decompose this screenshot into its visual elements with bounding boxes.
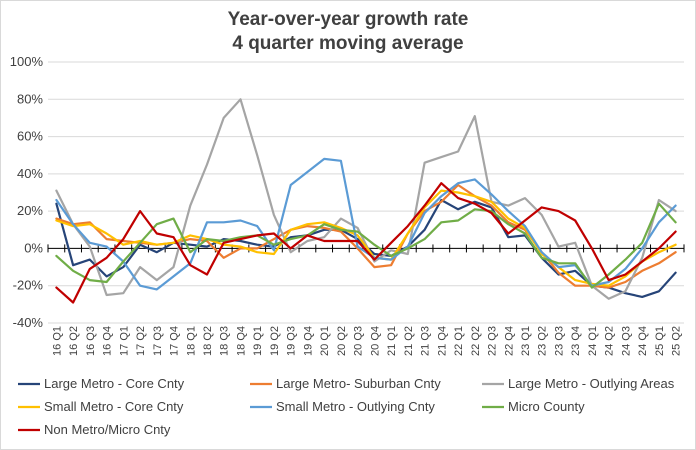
x-tick-label: 19 Q4: [302, 326, 314, 356]
x-tick-label: 20 Q2: [336, 326, 348, 356]
x-tick-label: 19 Q2: [269, 326, 281, 356]
x-tick-label: 18 Q2: [202, 326, 214, 356]
chart-title: Year-over-year growth rate: [228, 9, 469, 30]
x-tick-label: 21 Q2: [403, 326, 415, 356]
series-lines: [55, 98, 677, 304]
x-tick-label: 16 Q1: [51, 326, 63, 356]
legend-label: Micro County: [508, 399, 585, 414]
chart-subtitle: 4 quarter moving average: [232, 33, 463, 54]
x-tick-label: 17 Q3: [152, 326, 164, 356]
x-tick-label: 21 Q4: [436, 326, 448, 356]
x-tick-label: 16 Q4: [102, 326, 114, 356]
x-tick-label: 25 Q2: [671, 326, 683, 356]
legend-label: Large Metro- Suburban Cnty: [276, 376, 441, 391]
legend-label: Small Metro - Core Cnty: [44, 399, 184, 414]
x-tick-label: 23 Q4: [570, 326, 582, 356]
x-tick-label: 21 Q3: [420, 326, 432, 356]
x-tick-label: 18 Q3: [219, 326, 231, 356]
legend-label: Non Metro/Micro Cnty: [44, 422, 171, 437]
x-tick-label: 21 Q1: [386, 326, 398, 356]
x-tick-label: 18 Q4: [235, 326, 247, 356]
x-tick-label: 24 Q3: [620, 326, 632, 356]
y-tick-label: 0%: [24, 240, 43, 255]
y-tick-label: -40%: [13, 315, 44, 330]
x-tick-label: 22 Q1: [453, 326, 465, 356]
x-tick-label: 25 Q1: [654, 326, 666, 356]
series-line-3: [55, 98, 677, 300]
x-tick-label: 22 Q3: [487, 326, 499, 356]
legend: Large Metro - Core Cnty Large Metro- Subu…: [18, 376, 675, 437]
x-tick-label: 24 Q4: [637, 326, 649, 356]
series-line-4: [55, 189, 677, 287]
y-axis-ticks: 100% 80% 60% 40% 20% 0% -20% -40%: [10, 54, 44, 330]
x-tick-label: 16 Q3: [85, 326, 97, 356]
x-tick-label: 23 Q3: [553, 326, 565, 356]
x-axis-ticks: 16 Q1 16 Q2 16 Q3 16 Q4 17 Q1 17 Q2 17 Q3 17 Q4…: [51, 326, 682, 356]
x-tick-label: 23 Q1: [520, 326, 532, 356]
x-tick-label: 17 Q2: [135, 326, 147, 356]
legend-label: Small Metro - Outlying Cnty: [276, 399, 435, 414]
y-tick-label: 60%: [17, 129, 43, 144]
y-tick-label: 100%: [10, 54, 44, 69]
x-tick-label: 22 Q4: [503, 326, 515, 356]
x-tick-label: 19 Q3: [286, 326, 298, 356]
x-tick-label: 20 Q1: [319, 326, 331, 356]
x-tick-label: 17 Q1: [118, 326, 130, 356]
series-line-6: [55, 202, 677, 289]
y-tick-label: 80%: [17, 91, 43, 106]
y-tick-label: 20%: [17, 203, 43, 218]
series-line-7: [55, 182, 677, 304]
x-tick-label: 16 Q2: [68, 326, 80, 356]
x-tick-label: 20 Q3: [353, 326, 365, 356]
legend-label: Large Metro - Outlying Areas: [508, 376, 675, 391]
y-tick-label: 40%: [17, 166, 43, 181]
x-tick-label: 24 Q2: [604, 326, 616, 356]
y-tick-label: -20%: [13, 278, 44, 293]
x-tick-label: 20 Q4: [369, 326, 381, 356]
x-tick-label: 17 Q4: [169, 326, 181, 356]
x-tick-label: 23 Q2: [537, 326, 549, 356]
x-tick-label: 19 Q1: [252, 326, 264, 356]
series-line-5: [55, 157, 677, 291]
x-tick-label: 22 Q2: [470, 326, 482, 356]
x-tick-label: 24 Q1: [587, 326, 599, 356]
x-tick-label: 18 Q1: [185, 326, 197, 356]
legend-label: Large Metro - Core Cnty: [44, 376, 185, 391]
